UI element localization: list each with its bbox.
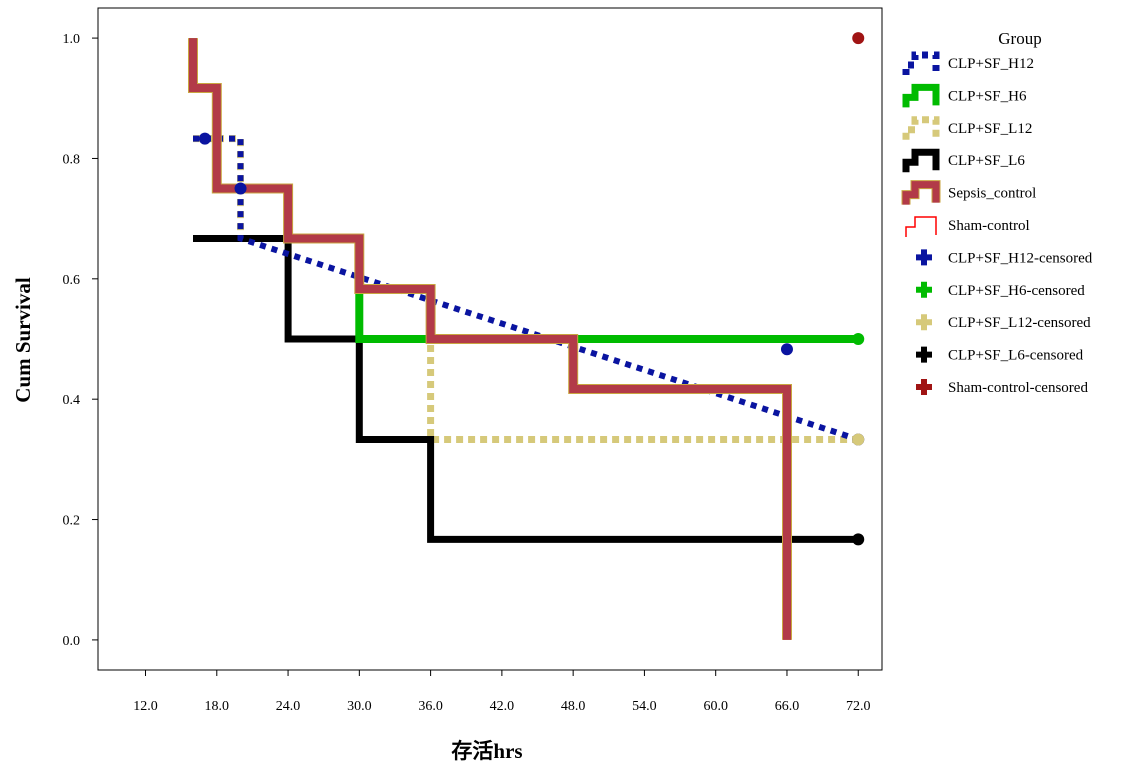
- legend-title: Group: [998, 29, 1041, 48]
- x-tick-label-3: 30.0: [347, 699, 372, 714]
- legend-swatch-CLP+SF_H6: [902, 83, 940, 108]
- legend: Group CLP+SF_H12 CLP+SF_H6 CLP+SF_L12 CLP+S…: [901, 29, 1093, 396]
- legend-label-CLP+SF_L12: CLP+SF_L12: [948, 121, 1032, 137]
- x-axis-title: 存活hrs: [451, 739, 522, 763]
- legend-swatch-CLP+SF_L12: [902, 116, 940, 140]
- tick-group: 12.0 18.0 24.0 30.0 36.0 42.0 48.0 54.0 60.0 66.0…: [63, 32, 871, 714]
- legend-label-CLP+SF_H12-censored: CLP+SF_H12-censored: [948, 250, 1093, 266]
- x-tick-label-0: 12.0: [133, 699, 158, 714]
- x-tick-label-10: 72.0: [846, 699, 871, 714]
- x-tick-label-6: 48.0: [561, 699, 586, 714]
- x-tick-label-8: 60.0: [703, 699, 728, 714]
- legend-censor-swatch-CLP+SF_L12-censored: [916, 314, 932, 331]
- y-tick-label-0: 0.0: [63, 634, 81, 649]
- x-tick-label-4: 36.0: [418, 699, 443, 714]
- censor-mark-CLP+SF_H12-censored-0: [198, 132, 211, 145]
- legend-label-CLP+SF_H12: CLP+SF_H12: [948, 56, 1034, 72]
- x-tick-label-7: 54.0: [632, 699, 657, 714]
- legend-censor-swatch-CLP+SF_H6-censored: [916, 281, 932, 298]
- legend-label-CLP+SF_L12-censored: CLP+SF_L12-censored: [948, 315, 1091, 331]
- censor-mark-CLP+SF_L12-censored-0: [852, 433, 865, 446]
- legend-swatch-CLP+SF_L6: [902, 148, 940, 173]
- legend-label-CLP+SF_H6-censored: CLP+SF_H6-censored: [948, 283, 1085, 299]
- legend-label-CLP+SF_L6: CLP+SF_L6: [948, 153, 1025, 169]
- y-axis-title: Cum Survival: [11, 277, 35, 403]
- series-line-Sepsis_control: [189, 38, 791, 640]
- y-tick-label-2: 0.4: [63, 393, 81, 408]
- x-tick-label-1: 18.0: [205, 699, 230, 714]
- legend-label-Sham-control-censored: Sham-control-censored: [948, 380, 1088, 396]
- censor-mark-CLP+SF_H6-censored-0: [852, 333, 865, 345]
- legend-censor-swatch-Sham-control-censored: [916, 379, 932, 395]
- legend-label-CLP+SF_H6: CLP+SF_H6: [948, 88, 1027, 104]
- x-tick-label-9: 66.0: [775, 699, 800, 714]
- legend-label-CLP+SF_L6-censored: CLP+SF_L6-censored: [948, 348, 1084, 364]
- legend-swatch-CLP+SF_H12: [902, 51, 940, 75]
- legend-censor-swatch-CLP+SF_L6-censored: [916, 346, 932, 363]
- legend-censor-swatch-CLP+SF_H12-censored: [916, 249, 932, 266]
- y-tick-label-4: 0.8: [63, 152, 81, 167]
- censor-group: [198, 32, 865, 546]
- censor-mark-CLP+SF_L6-censored-0: [852, 533, 865, 546]
- legend-label-Sepsis_control: Sepsis_control: [948, 186, 1036, 202]
- censor-mark-CLP+SF_H12-censored-2: [780, 343, 793, 356]
- legend-label-Sham-control: Sham-control: [948, 218, 1030, 234]
- x-tick-label-2: 24.0: [276, 699, 301, 714]
- censor-mark-CLP+SF_H12-censored-1: [234, 182, 247, 195]
- y-tick-label-5: 1.0: [63, 32, 81, 47]
- x-tick-label-5: 42.0: [490, 699, 515, 714]
- censor-mark-Sham-control-censored-0: [852, 32, 865, 45]
- legend-swatch-Sepsis_control: [902, 181, 940, 205]
- legend-swatch-Sham-control: [905, 216, 937, 237]
- y-tick-label-3: 0.6: [63, 273, 81, 288]
- y-tick-label-1: 0.2: [63, 514, 81, 529]
